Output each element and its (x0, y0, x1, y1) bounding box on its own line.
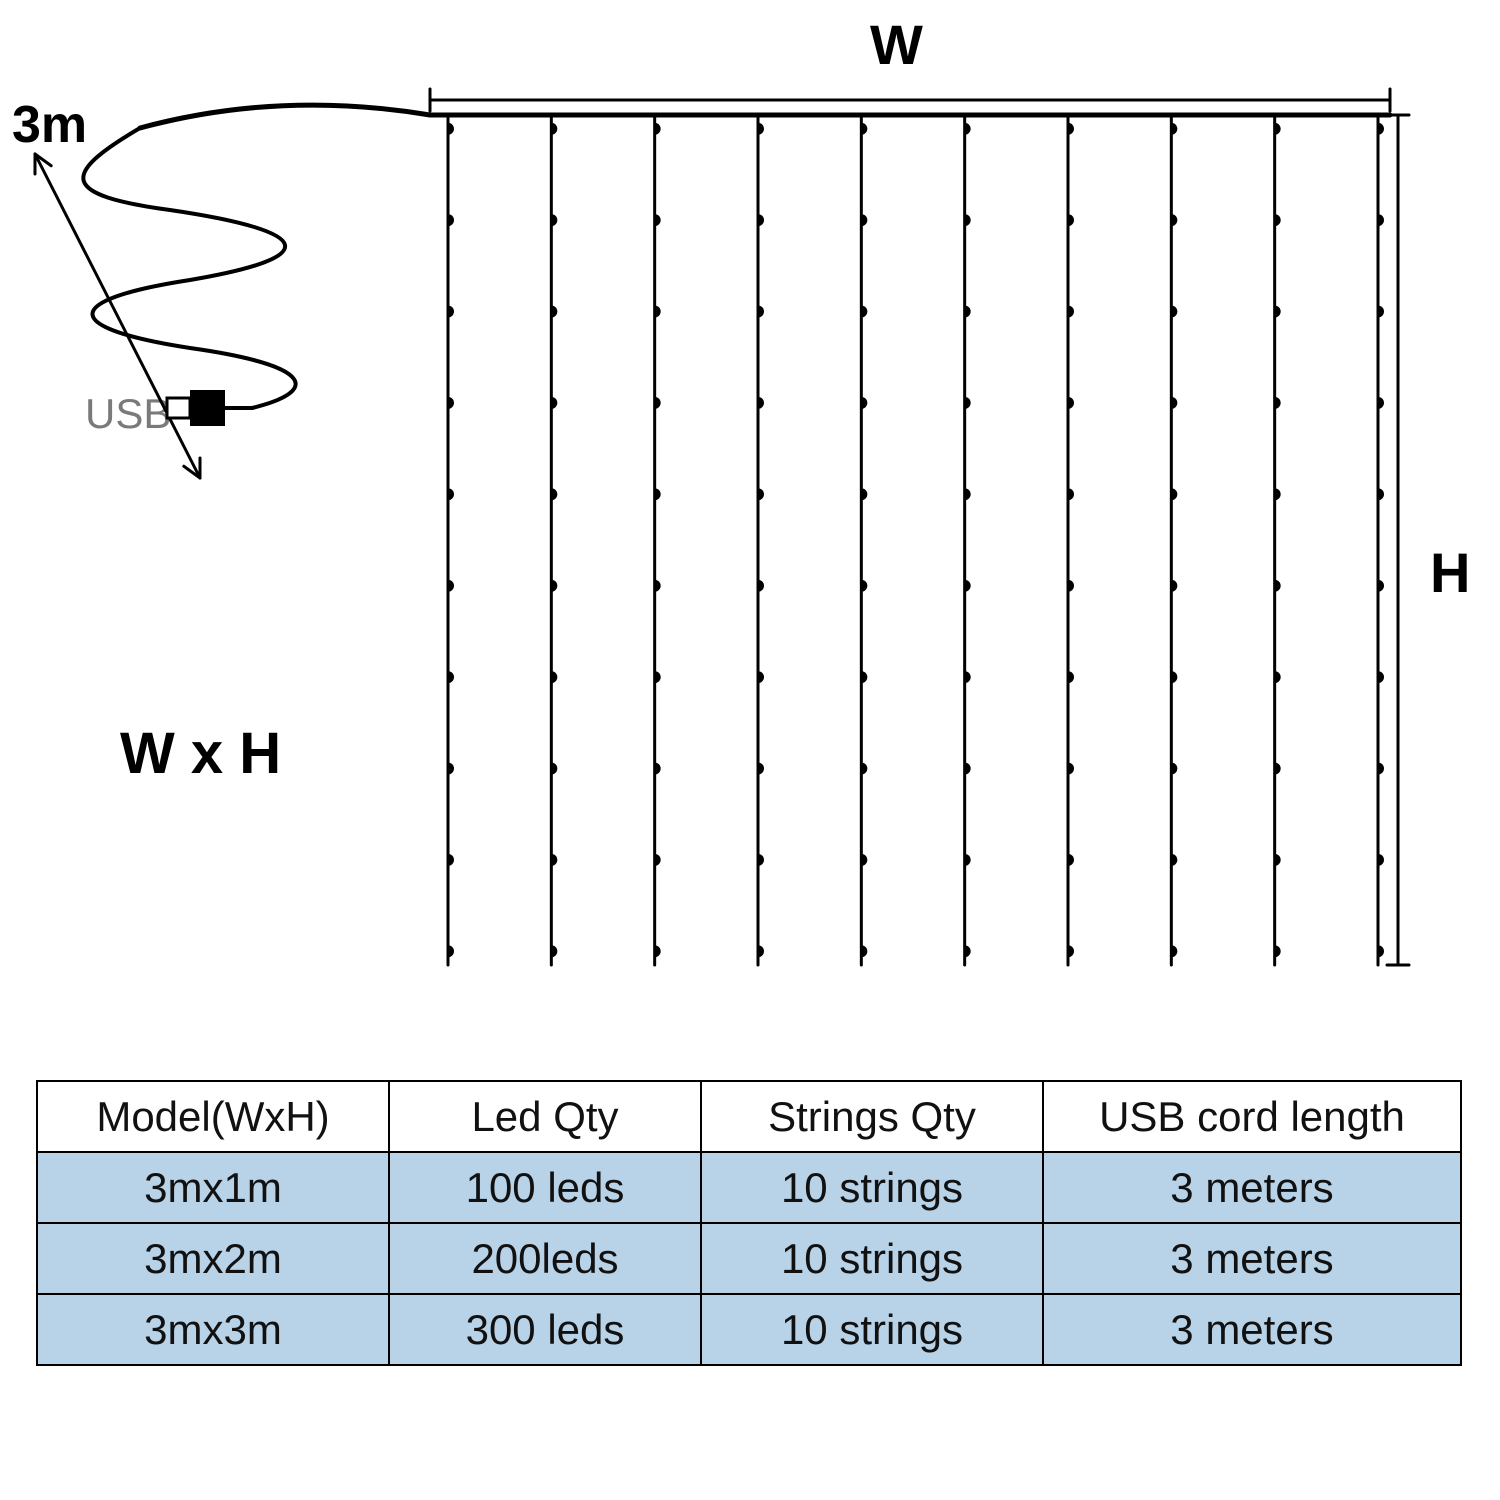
table-cell: 3 meters (1043, 1223, 1461, 1294)
table-col-header: Strings Qty (701, 1081, 1043, 1152)
table-cell: 10 strings (701, 1152, 1043, 1223)
spec-table: Model(WxH)Led QtyStrings QtyUSB cord len… (36, 1080, 1462, 1366)
table-cell: 100 leds (389, 1152, 701, 1223)
table-col-header: Led Qty (389, 1081, 701, 1152)
page-root: W H 3m USB W x H Model(WxH)Led QtyString… (0, 0, 1500, 1500)
table-cell: 3mx2m (37, 1223, 389, 1294)
table-cell: 200leds (389, 1223, 701, 1294)
table-col-header: Model(WxH) (37, 1081, 389, 1152)
table-cell: 300 leds (389, 1294, 701, 1365)
table-cell: 3 meters (1043, 1294, 1461, 1365)
table-row: 3mx2m200leds10 strings3 meters (37, 1223, 1461, 1294)
table-header-row: Model(WxH)Led QtyStrings QtyUSB cord len… (37, 1081, 1461, 1152)
table-row: 3mx3m300 leds10 strings3 meters (37, 1294, 1461, 1365)
table-col-header: USB cord length (1043, 1081, 1461, 1152)
table-cell: 10 strings (701, 1294, 1043, 1365)
table-cell: 10 strings (701, 1223, 1043, 1294)
curtain-diagram (0, 0, 1500, 1010)
table-cell: 3 meters (1043, 1152, 1461, 1223)
table-cell: 3mx1m (37, 1152, 389, 1223)
table-row: 3mx1m100 leds10 strings3 meters (37, 1152, 1461, 1223)
table-cell: 3mx3m (37, 1294, 389, 1365)
